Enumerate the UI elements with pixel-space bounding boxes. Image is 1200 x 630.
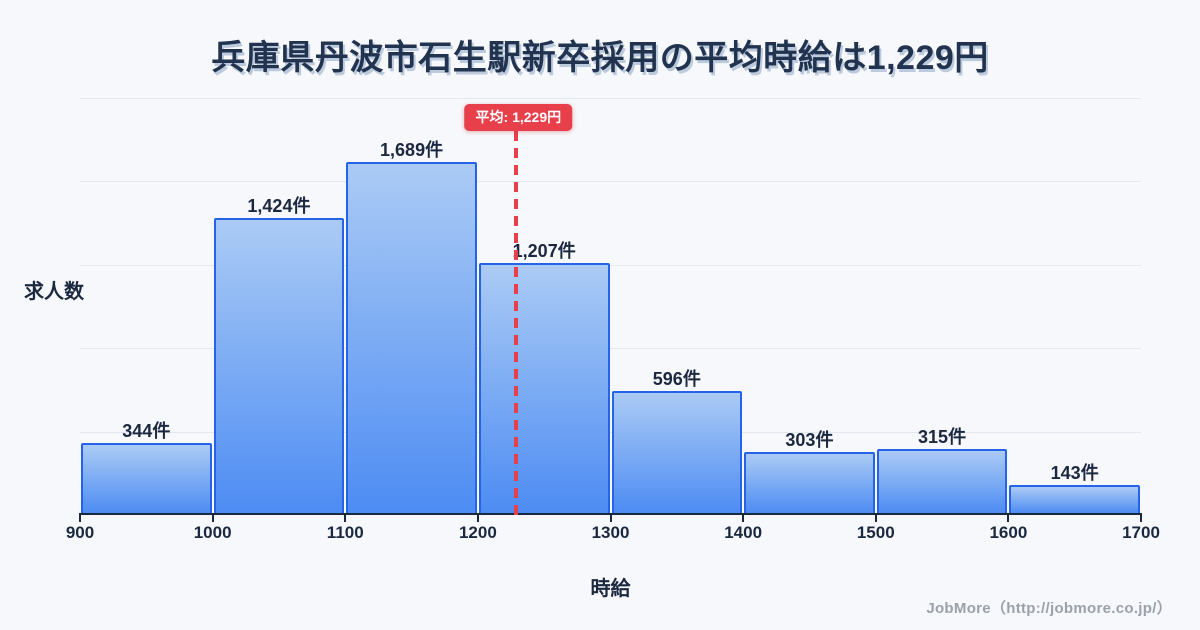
- x-tick-mark: [476, 515, 479, 522]
- histogram-bar: [213, 217, 345, 515]
- x-tick-label: 1500: [856, 523, 895, 542]
- histogram-bar: [611, 390, 743, 515]
- gridline: [80, 181, 1141, 182]
- x-tick-mark: [742, 515, 745, 522]
- gridline: [80, 431, 1141, 433]
- x-tick-mark: [1140, 515, 1142, 522]
- x-tick-mark: [1007, 515, 1010, 522]
- bar-value-label: 596件: [652, 368, 701, 389]
- histogram-bar: [478, 263, 610, 515]
- page-title: 兵庫県丹波市石生駅新卒採用の平均時給は1,229円: [211, 39, 989, 77]
- gridline: [80, 97, 1141, 99]
- histogram-bar: [876, 449, 1008, 515]
- x-tick-mark: [211, 515, 214, 522]
- x-tick-label: 1600: [989, 523, 1028, 542]
- bar-value-label: 344件: [122, 421, 171, 442]
- x-tick-mark: [609, 515, 612, 522]
- x-tick-mark: [79, 515, 81, 522]
- histogram-bar: [744, 451, 875, 515]
- bar-value-label: 143件: [1050, 463, 1099, 484]
- bar-value-label: 1,207件: [512, 241, 576, 262]
- y-axis-label: 求人数: [24, 281, 84, 303]
- bar-value-label: 1,689件: [380, 140, 444, 161]
- x-tick-label: 1300: [591, 523, 630, 542]
- x-tick-label: 1100: [326, 523, 364, 542]
- bar-value-label: 1,424件: [247, 195, 311, 216]
- bar-value-label: 303件: [785, 429, 834, 450]
- bar-value-label: 315件: [918, 427, 967, 448]
- x-axis-line: [79, 513, 1142, 515]
- gridline: [80, 264, 1141, 266]
- x-tick-mark: [874, 515, 877, 522]
- mean-line: [514, 131, 519, 515]
- x-axis-label: 時給: [590, 578, 631, 600]
- x-tick-label: 1000: [193, 523, 232, 542]
- gridline: [80, 348, 1141, 349]
- x-tick-label: 1700: [1122, 523, 1160, 542]
- histogram-bar: [1009, 485, 1140, 515]
- histogram-bar: [81, 443, 212, 515]
- x-tick-mark: [344, 515, 347, 522]
- histogram-bar: [346, 162, 477, 515]
- mean-badge: 平均: 1,229円: [464, 104, 573, 131]
- x-tick-label: 900: [65, 523, 95, 542]
- footer-credit: JobMore（http://jobmore.co.jp/）: [926, 600, 1172, 617]
- x-tick-label: 1400: [724, 523, 763, 542]
- x-tick-label: 1200: [458, 523, 497, 542]
